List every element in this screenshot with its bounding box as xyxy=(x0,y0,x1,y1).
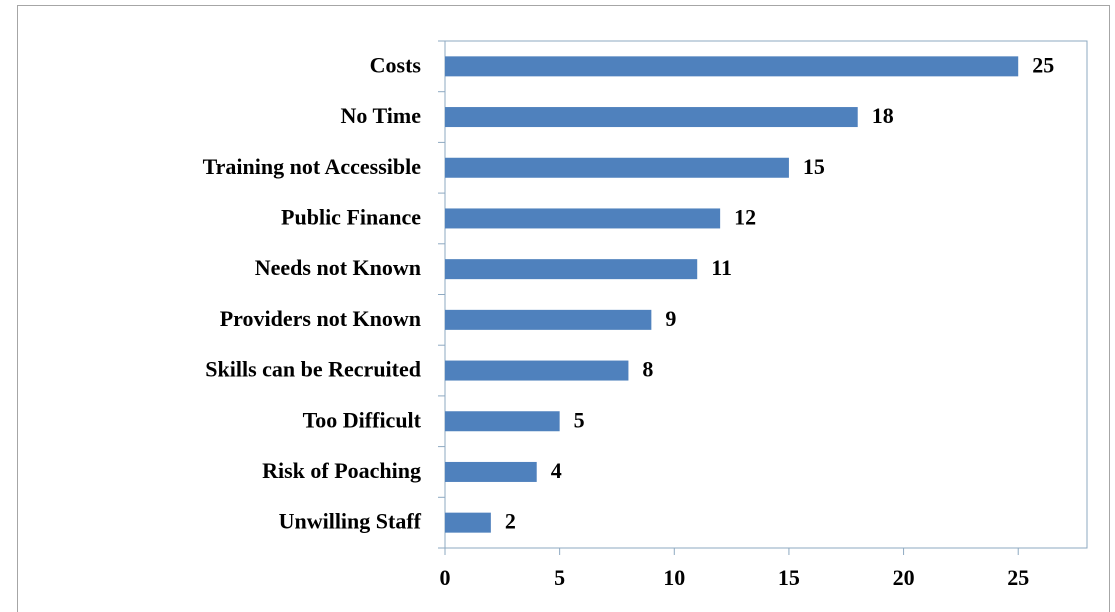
x-tick-label: 10 xyxy=(663,565,685,590)
data-label: 8 xyxy=(642,357,653,382)
bar xyxy=(445,56,1019,77)
y-tick-label: Providers not Known xyxy=(220,306,421,331)
data-label: 25 xyxy=(1032,52,1054,77)
x-tick-label: 5 xyxy=(554,565,565,590)
bar xyxy=(445,512,491,533)
x-tick-label: 20 xyxy=(893,565,915,590)
x-tick-label: 25 xyxy=(1007,565,1029,590)
y-tick-label: No Time xyxy=(341,103,422,128)
bar xyxy=(445,259,698,280)
y-tick-label: Needs not Known xyxy=(255,255,421,280)
data-label: 4 xyxy=(551,458,562,483)
x-tick-label: 15 xyxy=(778,565,800,590)
y-tick-label: Too Difficult xyxy=(303,407,422,432)
y-tick-label: Training not Accessible xyxy=(203,154,422,179)
data-label: 15 xyxy=(803,154,825,179)
bar xyxy=(445,157,789,178)
data-label: 12 xyxy=(734,204,756,229)
y-tick-label: Costs xyxy=(370,52,422,77)
bar xyxy=(445,208,721,229)
chart-frame xyxy=(17,5,1110,612)
y-tick-label: Skills can be Recruited xyxy=(205,357,421,382)
data-label: 11 xyxy=(711,255,732,280)
bar xyxy=(445,461,537,482)
y-tick-label: Risk of Poaching xyxy=(262,458,421,483)
y-tick-label: Unwilling Staff xyxy=(279,509,422,534)
data-label: 18 xyxy=(872,103,894,128)
bar xyxy=(445,360,629,381)
data-label: 2 xyxy=(505,509,516,534)
bar xyxy=(445,411,560,432)
x-tick-label: 0 xyxy=(440,565,451,590)
data-label: 5 xyxy=(574,407,585,432)
data-label: 9 xyxy=(665,306,676,331)
y-tick-label: Public Finance xyxy=(281,204,421,229)
bar xyxy=(445,309,652,330)
bar xyxy=(445,107,858,128)
